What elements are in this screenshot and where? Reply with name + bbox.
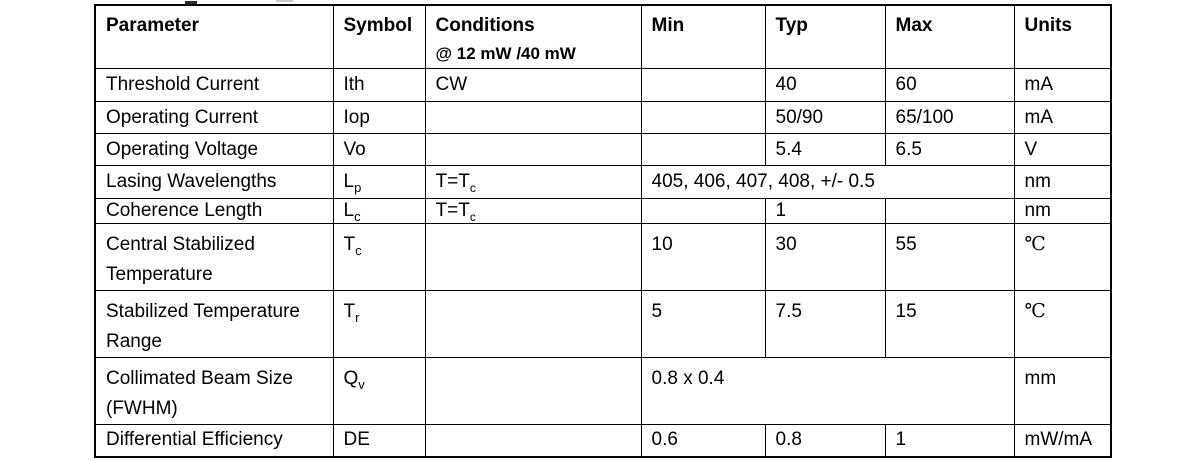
param-cell: Coherence Length: [94, 198, 334, 224]
typ-cell: 1: [764, 198, 886, 224]
col-header-symbol: Symbol: [332, 4, 426, 69]
max-cell: 55: [884, 223, 1015, 291]
header-row: Parameter Symbol Conditions @ 12 mW /40 …: [94, 4, 1112, 69]
symbol-cell: Vo: [332, 133, 426, 166]
units-cell: mA: [1013, 68, 1112, 102]
col-header-conditions: Conditions @ 12 mW /40 mW: [424, 4, 642, 69]
table-row: Threshold Current Ith CW 40 60 mA: [94, 68, 1112, 102]
condition-cell: [424, 424, 642, 457]
units-cell: ℃: [1013, 290, 1112, 358]
min-cell: [640, 101, 766, 134]
spec-table-container: Parameter Symbol Conditions @ 12 mW /40 …: [94, 4, 1112, 458]
crop-artifact: [185, 1, 197, 6]
condition-cell: [424, 133, 642, 166]
conditions-note: @ 12 mW /40 mW: [435, 44, 576, 63]
typ-cell: 50/90: [764, 101, 886, 134]
units-cell: mm: [1013, 357, 1112, 425]
typ-cell: 40: [764, 68, 886, 102]
max-cell: [884, 198, 1015, 224]
symbol-subscript: r: [355, 309, 360, 325]
table-row: Collimated Beam Size (FWHM) Qv 0.8 x 0.4…: [94, 357, 1112, 425]
typ-cell: 0.8: [764, 424, 886, 457]
max-cell: 1: [884, 424, 1015, 457]
symbol-cell: Lc: [332, 198, 426, 224]
units-cell: nm: [1013, 165, 1112, 199]
crop-artifact: [276, 0, 293, 2]
max-cell: 6.5: [884, 133, 1015, 166]
min-cell: [640, 198, 766, 224]
param-cell: Central Stabilized Temperature: [94, 223, 334, 291]
condition-cell: T=Tc: [424, 198, 642, 224]
table-row: Operating Voltage Vo 5.4 6.5 V: [94, 133, 1112, 166]
param-cell: Differential Efficiency: [94, 424, 334, 457]
param-cell: Operating Voltage: [94, 133, 334, 166]
param-cell: Lasing Wavelengths: [94, 165, 334, 199]
table-row: Lasing Wavelengths Lp T=Tc 405, 406, 407…: [94, 165, 1112, 199]
col-header-max: Max: [884, 4, 1015, 69]
symbol-cell: Qv: [332, 357, 426, 425]
table-row: Central Stabilized Temperature Tc 10 30 …: [94, 223, 1112, 291]
max-cell: 65/100: [884, 101, 1015, 134]
typ-cell: 7.5: [764, 290, 886, 358]
param-cell: Stabilized Temperature Range: [94, 290, 334, 358]
condition-subscript: c: [469, 209, 476, 224]
units-cell: nm: [1013, 198, 1112, 224]
condition-cell: [424, 357, 642, 425]
typ-cell: 5.4: [764, 133, 886, 166]
table-row: Differential Efficiency DE 0.6 0.8 1 mW/…: [94, 424, 1112, 457]
symbol-subscript: c: [354, 208, 361, 224]
max-cell: 15: [884, 290, 1015, 358]
typ-cell: 30: [764, 223, 886, 291]
symbol-cell: Ith: [332, 68, 426, 102]
max-cell: 60: [884, 68, 1015, 102]
symbol-subscript: c: [355, 242, 362, 258]
col-header-typ: Typ: [764, 4, 886, 69]
symbol-cell: Lp: [332, 165, 426, 199]
units-cell: mA: [1013, 101, 1112, 134]
param-cell: Threshold Current: [94, 68, 334, 102]
units-cell: V: [1013, 133, 1112, 166]
units-cell: mW/mA: [1013, 424, 1112, 457]
condition-cell: [424, 101, 642, 134]
min-cell: 5: [640, 290, 766, 358]
min-cell: 0.6: [640, 424, 766, 457]
min-cell: 10: [640, 223, 766, 291]
condition-cell: [424, 223, 642, 291]
col-header-parameter: Parameter: [94, 4, 334, 69]
symbol-cell: Tr: [332, 290, 426, 358]
min-cell: [640, 133, 766, 166]
symbol-cell: Iop: [332, 101, 426, 134]
symbol-cell: DE: [332, 424, 426, 457]
table-row: Coherence Length Lc T=Tc 1 nm: [94, 198, 1112, 224]
table-row: Operating Current Iop 50/90 65/100 mA: [94, 101, 1112, 134]
range-cell: 0.8 x 0.4: [640, 357, 1015, 425]
units-cell: ℃: [1013, 223, 1112, 291]
conditions-label: Conditions: [435, 15, 535, 36]
col-header-units: Units: [1013, 4, 1112, 69]
col-header-min: Min: [640, 4, 766, 69]
min-cell: [640, 68, 766, 102]
range-cell: 405, 406, 407, 408, +/- 0.5: [640, 165, 1015, 199]
symbol-cell: Tc: [332, 223, 426, 291]
param-cell: Operating Current: [94, 101, 334, 134]
symbol-subscript: v: [358, 376, 365, 392]
condition-cell: [424, 290, 642, 358]
condition-subscript: c: [469, 180, 476, 195]
symbol-subscript: p: [354, 179, 362, 195]
condition-cell: T=Tc: [424, 165, 642, 199]
laser-spec-table: Parameter Symbol Conditions @ 12 mW /40 …: [94, 4, 1112, 458]
param-cell: Collimated Beam Size (FWHM): [94, 357, 334, 425]
condition-cell: CW: [424, 68, 642, 102]
table-row: Stabilized Temperature Range Tr 5 7.5 15…: [94, 290, 1112, 358]
